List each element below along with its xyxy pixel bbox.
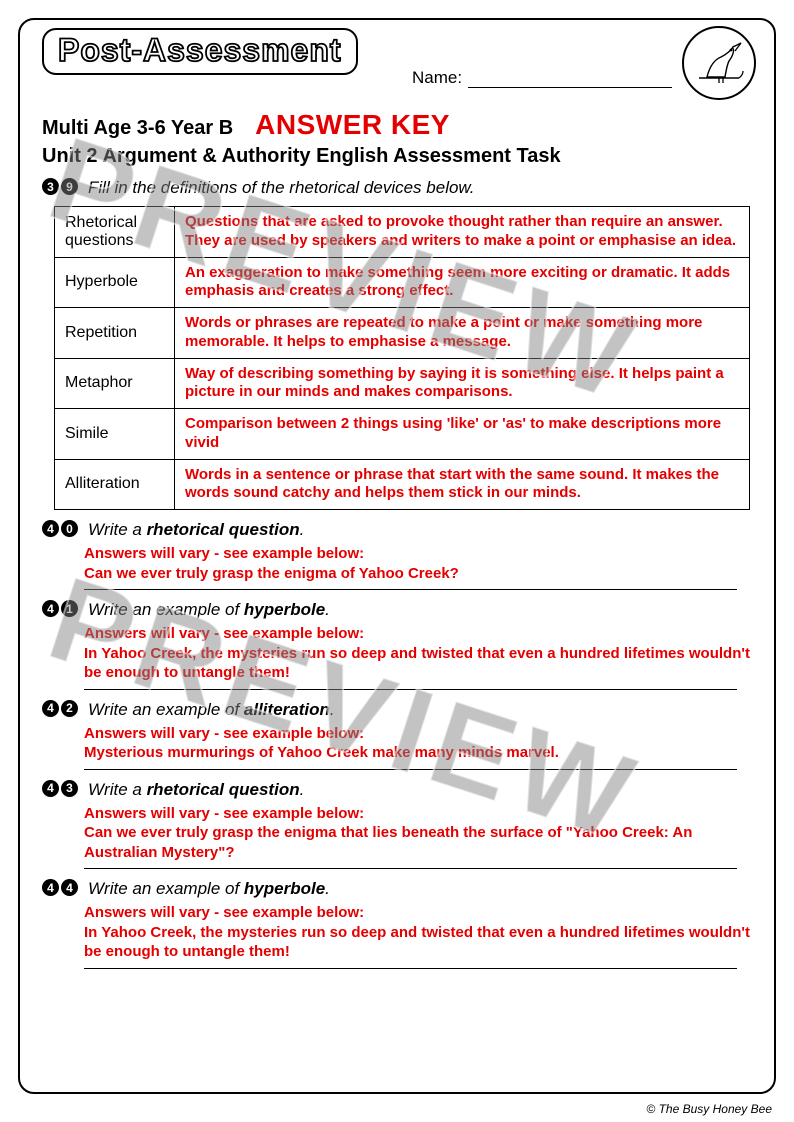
divider xyxy=(84,868,737,869)
table-row: HyperboleAn exaggeration to make somethi… xyxy=(55,257,750,308)
answer-text: Answers will vary - see example below:My… xyxy=(84,724,752,763)
table-row: SimileComparison between 2 things using … xyxy=(55,409,750,460)
definition-cell: Questions that are asked to provoke thou… xyxy=(175,207,750,258)
term-cell: Repetition xyxy=(55,308,175,359)
divider xyxy=(84,968,737,969)
unit-subtitle: Unit 2 Argument & Authority English Asse… xyxy=(42,145,752,168)
question-prompt: Write an example of alliteration. xyxy=(88,700,335,720)
term-cell: Alliteration xyxy=(55,459,175,510)
term-cell: Simile xyxy=(55,409,175,460)
page-border: Post-Assessment Name: Multi Age 3-6 Year… xyxy=(18,18,776,1094)
divider xyxy=(84,689,737,690)
definition-cell: Words or phrases are repeated to make a … xyxy=(175,308,750,359)
term-cell: Hyperbole xyxy=(55,257,175,308)
question-number: 42 xyxy=(42,700,78,717)
question-number: 3 9 xyxy=(42,178,78,195)
definition-cell: Comparison between 2 things using 'like'… xyxy=(175,409,750,460)
definition-cell: Way of describing something by saying it… xyxy=(175,358,750,409)
table-row: Rhetorical questionsQuestions that are a… xyxy=(55,207,750,258)
title-box: Post-Assessment xyxy=(42,28,358,75)
divider xyxy=(84,589,737,590)
answer-key-label: ANSWER KEY xyxy=(255,109,450,141)
question-row: 40 Write a rhetorical question. xyxy=(42,520,752,540)
grade-subtitle: Multi Age 3-6 Year B xyxy=(42,117,233,140)
header-row: Post-Assessment Name: xyxy=(42,30,752,75)
question-prompt: Write a rhetorical question. xyxy=(88,780,304,800)
table-row: AlliterationWords in a sentence or phras… xyxy=(55,459,750,510)
term-cell: Metaphor xyxy=(55,358,175,409)
question-row: 41 Write an example of hyperbole. xyxy=(42,600,752,620)
question-prompt: Fill in the definitions of the rhetorica… xyxy=(88,178,474,198)
question-row: 43 Write a rhetorical question. xyxy=(42,780,752,800)
copyright-footer: © The Busy Honey Bee xyxy=(646,1102,772,1116)
question-prompt: Write an example of hyperbole. xyxy=(88,600,330,620)
answer-text: Answers will vary - see example below:In… xyxy=(84,624,752,683)
name-row: Name: xyxy=(412,68,672,88)
table-row: RepetitionWords or phrases are repeated … xyxy=(55,308,750,359)
question-row: 44 Write an example of hyperbole. xyxy=(42,879,752,899)
question-number: 44 xyxy=(42,879,78,896)
question-number: 43 xyxy=(42,780,78,797)
definitions-table: Rhetorical questionsQuestions that are a… xyxy=(54,206,750,510)
definition-cell: Words in a sentence or phrase that start… xyxy=(175,459,750,510)
name-label: Name: xyxy=(412,68,462,88)
table-row: MetaphorWay of describing something by s… xyxy=(55,358,750,409)
answer-text: Answers will vary - see example below:In… xyxy=(84,903,752,962)
subtitle-row: Multi Age 3-6 Year B ANSWER KEY xyxy=(42,109,752,141)
term-cell: Rhetorical questions xyxy=(55,207,175,258)
answer-text: Answers will vary - see example below:Ca… xyxy=(84,804,752,863)
question-row: 42 Write an example of alliteration. xyxy=(42,700,752,720)
question-prompt: Write a rhetorical question. xyxy=(88,520,304,540)
definition-cell: An exaggeration to make something seem m… xyxy=(175,257,750,308)
page-title: Post-Assessment xyxy=(58,32,342,68)
name-input-line[interactable] xyxy=(468,70,672,88)
question-number: 41 xyxy=(42,600,78,617)
question-number: 40 xyxy=(42,520,78,537)
divider xyxy=(84,769,737,770)
question-39: 3 9 Fill in the definitions of the rheto… xyxy=(42,178,752,198)
question-prompt: Write an example of hyperbole. xyxy=(88,879,330,899)
answer-text: Answers will vary - see example below:Ca… xyxy=(84,544,752,583)
kookaburra-icon xyxy=(682,26,756,100)
